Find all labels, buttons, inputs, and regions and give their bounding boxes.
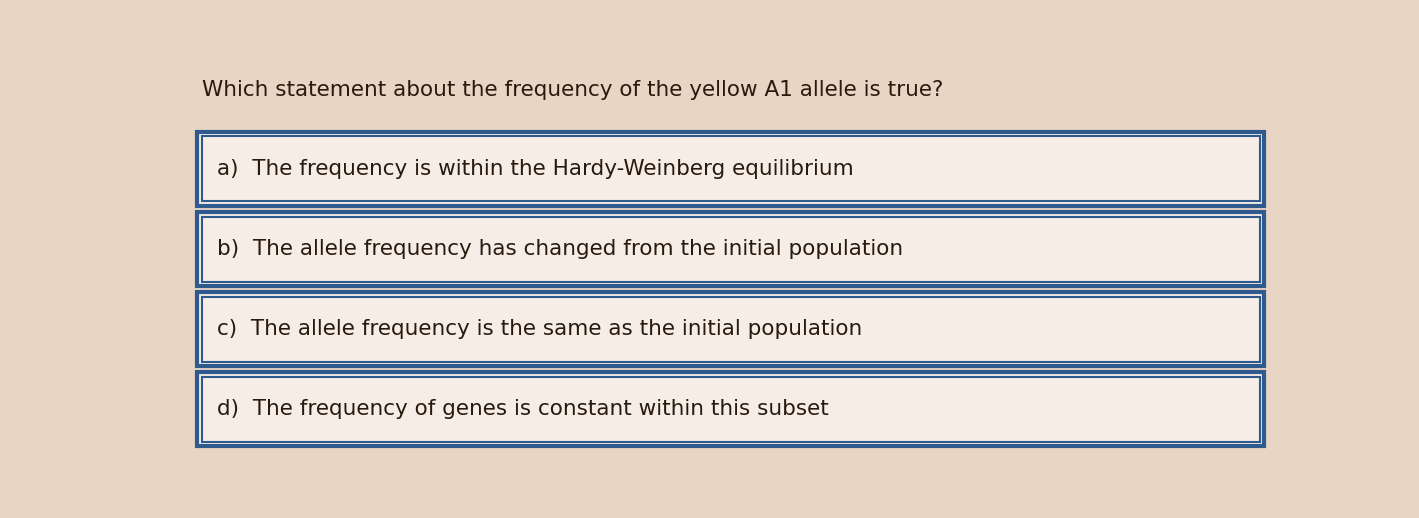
Bar (201, 136, 1260, 202)
Bar (201, 297, 1260, 362)
Bar (197, 212, 1264, 286)
Text: c)  The allele frequency is the same as the initial population: c) The allele frequency is the same as t… (217, 319, 863, 339)
Bar (201, 217, 1260, 282)
Text: d)  The frequency of genes is constant within this subset: d) The frequency of genes is constant wi… (217, 399, 829, 420)
Bar (201, 377, 1260, 442)
Bar (197, 372, 1264, 447)
Bar (197, 132, 1264, 206)
Text: Which statement about the frequency of the yellow A1 allele is true?: Which statement about the frequency of t… (201, 80, 944, 100)
Text: a)  The frequency is within the Hardy-Weinberg equilibrium: a) The frequency is within the Hardy-Wei… (217, 159, 854, 179)
Bar (197, 292, 1264, 366)
Text: b)  The allele frequency has changed from the initial population: b) The allele frequency has changed from… (217, 239, 902, 259)
